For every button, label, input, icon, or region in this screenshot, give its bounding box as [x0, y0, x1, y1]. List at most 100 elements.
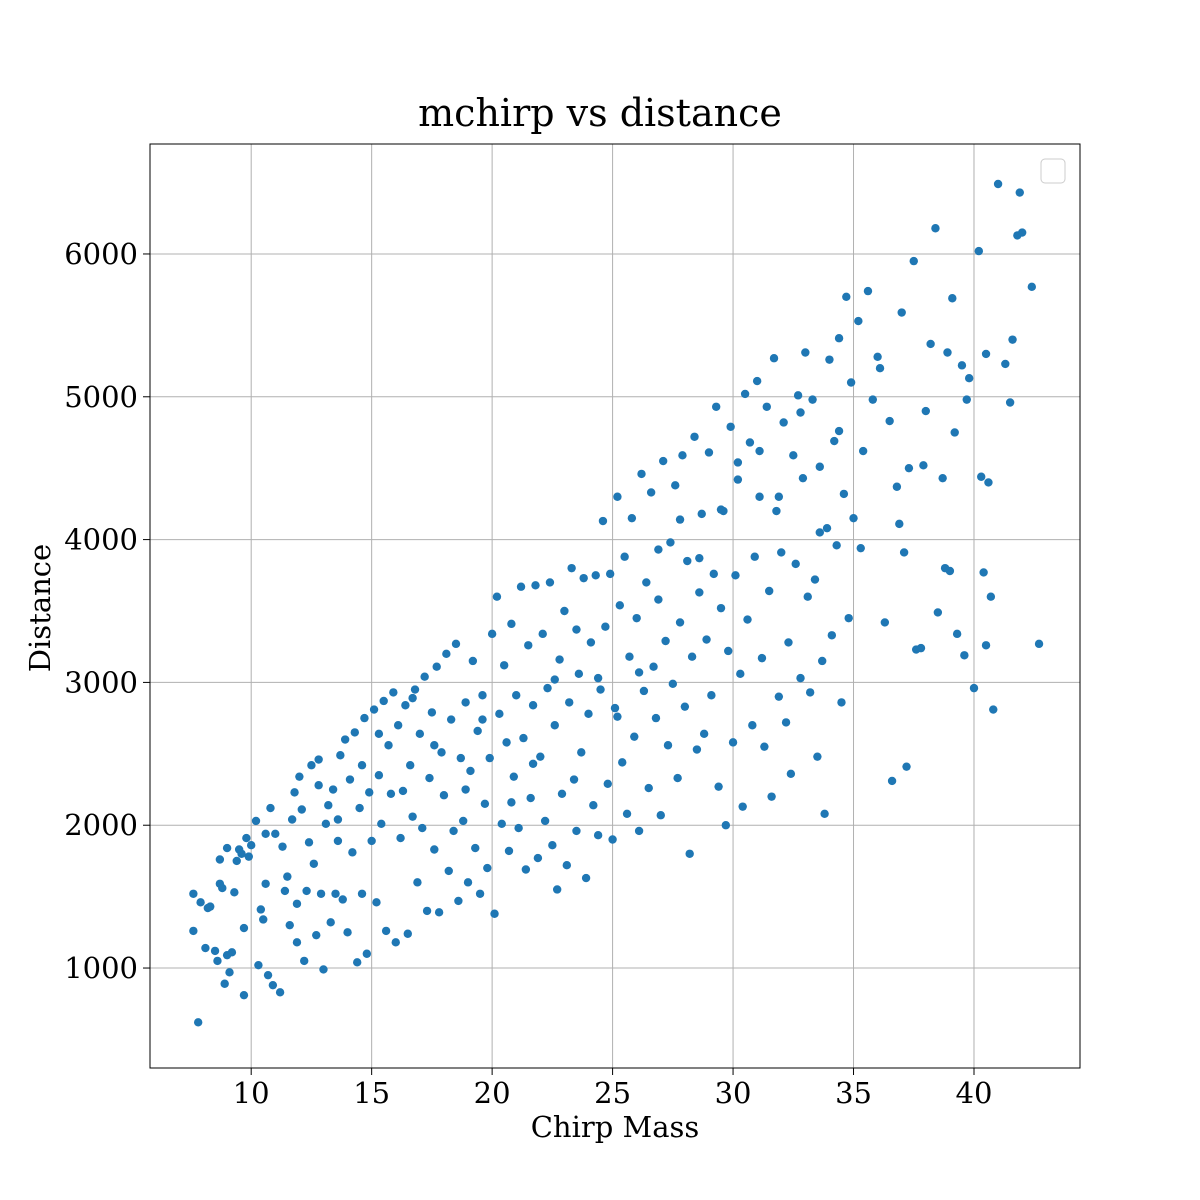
data-point: [227, 948, 237, 957]
data-point: [772, 506, 781, 516]
data-point: [977, 472, 986, 481]
data-point: [827, 631, 837, 640]
data-point: [391, 938, 400, 947]
y-tick-label: 4000: [64, 523, 138, 557]
data-point: [504, 846, 514, 856]
data-point: [1005, 398, 1015, 407]
data-point: [731, 571, 740, 580]
data-point: [940, 563, 950, 573]
data-point: [849, 513, 858, 523]
data-point: [502, 738, 511, 747]
data-point: [232, 856, 241, 866]
data-point: [406, 761, 415, 770]
data-point: [779, 418, 788, 427]
data-point: [456, 753, 466, 763]
data-point: [189, 926, 198, 936]
data-point: [283, 872, 292, 881]
data-point: [333, 836, 343, 846]
data-point: [446, 715, 456, 724]
data-point: [442, 649, 451, 659]
data-point: [528, 701, 538, 710]
data-point: [319, 965, 328, 974]
data-point: [307, 761, 316, 770]
data-point: [254, 960, 263, 970]
data-point: [396, 833, 405, 843]
data-point: [345, 775, 355, 784]
data-point: [692, 745, 702, 754]
data-point: [225, 968, 234, 977]
data-point: [868, 395, 877, 404]
data-point: [805, 688, 815, 697]
data-point: [591, 571, 600, 580]
data-point: [444, 866, 453, 876]
data-point: [986, 592, 996, 601]
data-point: [487, 629, 497, 639]
data-point: [984, 478, 993, 487]
data-point: [714, 782, 723, 791]
data-point: [574, 669, 584, 679]
data-point: [673, 773, 682, 783]
x-tick-label: 10: [233, 1076, 270, 1110]
data-point: [745, 438, 755, 447]
data-point: [540, 816, 550, 826]
data-point: [483, 863, 492, 873]
data-point: [230, 888, 239, 897]
data-point: [312, 930, 321, 940]
data-point: [711, 402, 721, 411]
data-point: [709, 569, 718, 579]
data-point: [943, 348, 952, 357]
data-point: [516, 582, 526, 591]
data-point: [478, 691, 487, 700]
data-point: [781, 718, 791, 727]
data-point: [336, 751, 345, 760]
data-point: [434, 908, 444, 917]
data-point: [651, 713, 661, 723]
data-point: [210, 946, 220, 956]
data-point: [656, 811, 665, 820]
data-point: [690, 432, 699, 441]
data-point: [760, 742, 769, 751]
data-point: [702, 635, 711, 644]
data-point: [605, 569, 615, 579]
data-point: [251, 816, 261, 826]
data-point: [675, 618, 685, 627]
data-point: [266, 803, 275, 813]
data-point: [244, 852, 253, 861]
data-point: [791, 559, 800, 569]
data-point: [246, 841, 256, 850]
data-point: [275, 988, 285, 997]
data-point: [769, 354, 779, 363]
data-point: [471, 843, 480, 853]
data-point: [299, 956, 309, 966]
data-point: [752, 376, 762, 386]
data-point: [921, 406, 931, 416]
data-point: [314, 755, 323, 764]
data-point: [695, 553, 704, 563]
data-point: [314, 781, 323, 790]
data-point: [820, 809, 829, 818]
data-point: [292, 938, 302, 947]
data-point: [981, 641, 991, 650]
data-point: [613, 492, 622, 501]
data-point: [285, 920, 294, 930]
data-point: [825, 355, 834, 364]
data-point: [239, 990, 249, 1000]
data-point: [981, 349, 991, 359]
data-point: [538, 629, 547, 639]
data-point: [909, 256, 918, 266]
x-tick-label: 25: [594, 1076, 631, 1110]
data-point: [627, 513, 637, 523]
data-point: [350, 728, 359, 737]
y-tick-label: 6000: [64, 237, 138, 271]
data-point: [895, 519, 904, 529]
data-point: [815, 528, 824, 537]
data-point: [649, 662, 658, 671]
data-point: [572, 826, 581, 836]
data-point: [475, 889, 485, 898]
data-point: [931, 224, 940, 233]
data-point: [875, 364, 885, 373]
data-point: [919, 461, 928, 470]
data-point: [550, 675, 559, 684]
data-point: [422, 906, 432, 916]
data-point: [377, 819, 386, 828]
